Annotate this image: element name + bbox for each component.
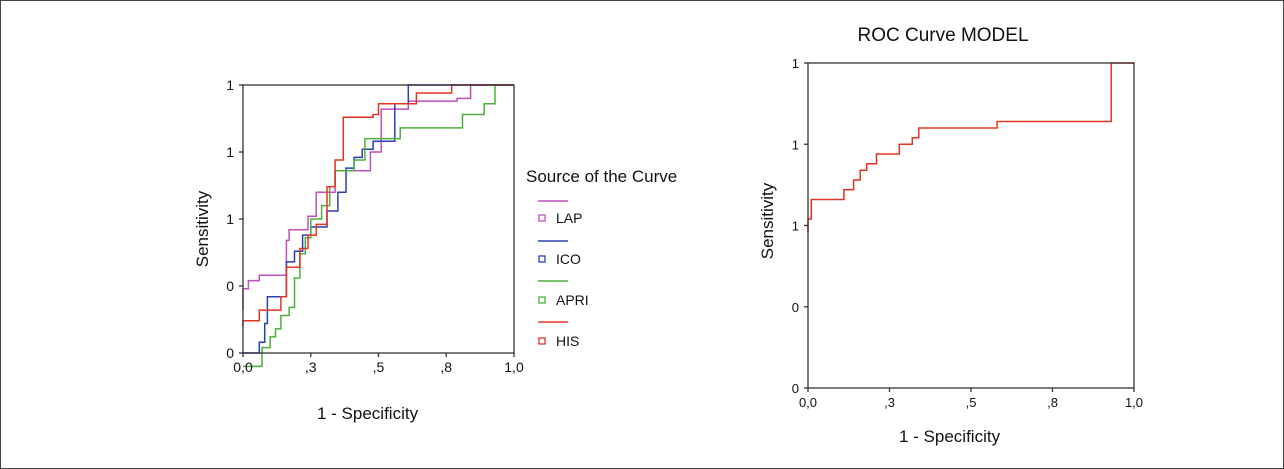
x-tick-label: 0,0 (799, 395, 817, 410)
x-tick-label: ,5 (373, 359, 385, 375)
y-tick-label: 1 (226, 144, 234, 160)
legend: Source of the Curve LAP ICO APRI HIS (526, 167, 677, 349)
legend-marker-lap (538, 214, 546, 222)
series-lines (807, 62, 1134, 232)
x-tick-label: 1,0 (504, 359, 524, 375)
x-tick-label: ,8 (1047, 395, 1058, 410)
legend-label-apri: APRI (556, 292, 589, 308)
legend-marker-his (538, 337, 546, 345)
legend-label-his: HIS (556, 333, 579, 349)
y-tick-label: 1 (226, 211, 234, 227)
legend-marker-apri (538, 296, 546, 304)
series-line-his (242, 84, 514, 327)
x-tick-label: ,5 (966, 395, 977, 410)
y-axis-label: Sensitivity (193, 190, 212, 267)
plot-area-frame (807, 62, 1135, 389)
y-axis-label: Sensitivity (758, 182, 777, 259)
x-axis-ticks: 0,0 ,3 ,5 ,8 1,0 (233, 353, 524, 375)
y-axis-ticks: 0 0 1 1 1 (226, 77, 243, 361)
series-line-model (807, 62, 1134, 232)
y-tick-label: 1 (226, 77, 234, 93)
legend-marker-ico (538, 255, 546, 263)
y-axis-ticks: 0 0 1 1 1 (792, 56, 808, 396)
x-tick-label: ,8 (440, 359, 452, 375)
roc-chart-comparison: 0,0 ,3 ,5 ,8 1,0 0 0 1 1 1 1 - Specificity Sensi… (193, 77, 677, 423)
x-tick-label: ,3 (305, 359, 317, 375)
y-tick-label: 1 (792, 137, 799, 152)
y-tick-label: 0 (226, 345, 234, 361)
roc-chart-model: ROC Curve MODEL 0,0 ,3 ,5 ,8 1,0 0 0 1 1 1 1 - S… (758, 25, 1143, 446)
y-tick-label: 0 (792, 381, 799, 396)
legend-title: Source of the Curve (526, 167, 677, 186)
series-line-apri (243, 84, 514, 368)
y-tick-label: 1 (792, 219, 799, 234)
chart-title: ROC Curve MODEL (857, 25, 1028, 46)
x-axis-label: 1 - Specificity (317, 404, 419, 423)
series-lines (242, 84, 514, 368)
x-axis-ticks: 0,0 ,3 ,5 ,8 1,0 (799, 388, 1143, 410)
series-line-ico (243, 84, 514, 354)
y-tick-label: 1 (792, 56, 799, 71)
plot-area-frame (242, 84, 515, 354)
series-line-lap (242, 84, 514, 311)
legend-label-ico: ICO (556, 251, 581, 267)
x-tick-label: ,3 (884, 395, 895, 410)
x-tick-label: 1,0 (1125, 395, 1143, 410)
y-tick-label: 0 (226, 278, 234, 294)
y-tick-label: 0 (792, 300, 799, 315)
legend-label-lap: LAP (556, 210, 582, 226)
x-tick-label: 0,0 (233, 359, 253, 375)
x-axis-label: 1 - Specificity (899, 427, 1001, 446)
